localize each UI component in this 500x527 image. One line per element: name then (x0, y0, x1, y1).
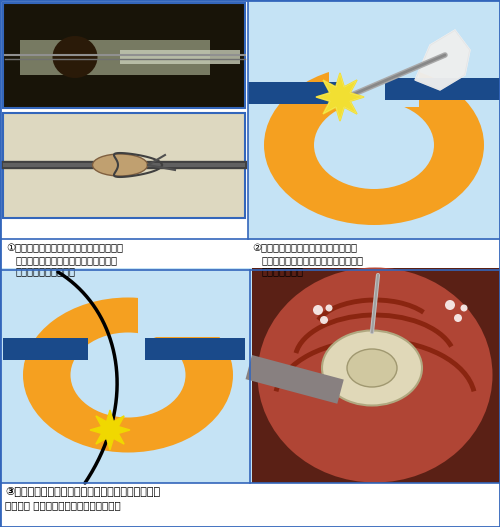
Circle shape (454, 314, 462, 322)
Bar (248, 0, 500, 240)
Ellipse shape (347, 349, 397, 387)
Polygon shape (90, 410, 130, 450)
Bar (250, 268, 500, 483)
Bar (329, 0, 419, 107)
Ellipse shape (52, 36, 98, 78)
Text: でていないこともある: でていないこともある (16, 266, 76, 276)
Polygon shape (415, 30, 470, 90)
Text: ②方向が合わないとガイドワイヤーに: ②方向が合わないとガイドワイヤーに (252, 243, 357, 253)
Ellipse shape (264, 65, 484, 225)
Polygon shape (415, 30, 470, 90)
Text: オブチュレーターが沿わずに瘻孔損傷: オブチュレーターが沿わずに瘻孔損傷 (262, 255, 364, 265)
Bar (20, 40, 210, 75)
Bar (0, 268, 250, 483)
Bar (145, 338, 245, 360)
Bar (252, 268, 500, 483)
Ellipse shape (92, 154, 148, 176)
Bar (3, 113, 245, 218)
Bar (246, 355, 344, 404)
Polygon shape (316, 73, 364, 121)
Ellipse shape (23, 298, 233, 453)
Ellipse shape (314, 101, 434, 189)
Ellipse shape (258, 268, 492, 483)
Bar (138, 268, 223, 337)
Bar (3, 3, 245, 108)
Text: ワイヤーが正しくカテーテル先端から: ワイヤーが正しくカテーテル先端から (16, 255, 118, 265)
Ellipse shape (322, 330, 422, 405)
Circle shape (445, 300, 455, 310)
Polygon shape (316, 73, 364, 121)
Ellipse shape (70, 333, 186, 417)
Bar (248, 82, 338, 104)
Text: 写真提供 大西浩二先生（松江生協病院）: 写真提供 大西浩二先生（松江生協病院） (5, 500, 121, 510)
Bar (120, 50, 240, 64)
Circle shape (460, 305, 468, 311)
Bar (385, 78, 500, 100)
Text: ①古いカテーテルの抜去前に入れたガイド: ①古いカテーテルの抜去前に入れたガイド (6, 243, 123, 253)
Bar (3, 338, 88, 360)
Text: する危険がある: する危険がある (262, 266, 304, 276)
Text: ③ガイドワイヤー自体が胃壁を損傷することもある: ③ガイドワイヤー自体が胃壁を損傷することもある (5, 487, 160, 497)
Circle shape (326, 305, 332, 311)
Circle shape (313, 305, 323, 315)
Circle shape (320, 316, 328, 324)
